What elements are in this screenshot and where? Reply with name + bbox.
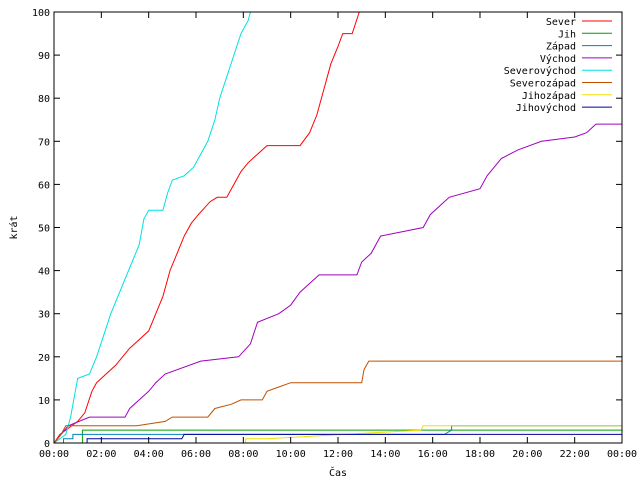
y-tick-label: 10 (38, 396, 50, 407)
legend-label: Severovýchod (504, 65, 576, 77)
y-tick-label: 20 (38, 353, 50, 364)
axis-ticks: 00:00 02:00 04:00 06:00 08:00 10:00 12:00 14:00… (32, 8, 637, 460)
x-tick-label: 02:00 (86, 449, 116, 460)
x-tick-label: 06:00 (181, 449, 211, 460)
series-line (54, 433, 622, 444)
y-tick-label: 90 (38, 51, 50, 62)
x-tick-label: 04:00 (134, 449, 164, 460)
legend: SeverJihZápadVýchodSeverovýchodSeverozáp… (504, 17, 612, 114)
x-tick-label: 00:00 (39, 449, 69, 460)
series-line (54, 425, 622, 444)
legend-label: Jihovýchod (516, 102, 576, 114)
x-tick-label: 20:00 (512, 449, 542, 460)
y-tick-label: 70 (38, 137, 50, 148)
legend-label: Západ (546, 41, 576, 53)
series-line (53, 123, 622, 444)
x-tick-label: 10:00 (276, 449, 306, 460)
x-tick-label: 08:00 (228, 449, 258, 460)
legend-label: Jihozápad (522, 90, 576, 102)
y-tick-label: 40 (38, 267, 50, 278)
y-axis-label: krát (8, 215, 20, 239)
x-tick-label: 00:00 (607, 449, 637, 460)
x-tick-label: 16:00 (418, 449, 448, 460)
legend-label: Východ (540, 53, 576, 65)
series-line (53, 11, 251, 444)
y-tick-label: 100 (32, 8, 50, 19)
y-tick-label: 50 (38, 224, 50, 235)
x-tick-label: 12:00 (323, 449, 353, 460)
y-tick-label: 0 (44, 439, 50, 450)
x-tick-label: 14:00 (370, 449, 400, 460)
x-tick-label: 18:00 (465, 449, 495, 460)
x-tick-label: 22:00 (560, 449, 590, 460)
x-axis-label: Čas (329, 466, 347, 479)
legend-label: Sever (546, 17, 576, 28)
y-tick-label: 60 (38, 180, 50, 191)
y-tick-label: 30 (38, 310, 50, 321)
series-line (53, 360, 622, 444)
y-tick-label: 80 (38, 94, 50, 105)
legend-label: Severozápad (510, 78, 576, 90)
series-line (53, 11, 362, 444)
legend-label: Jih (558, 29, 576, 40)
